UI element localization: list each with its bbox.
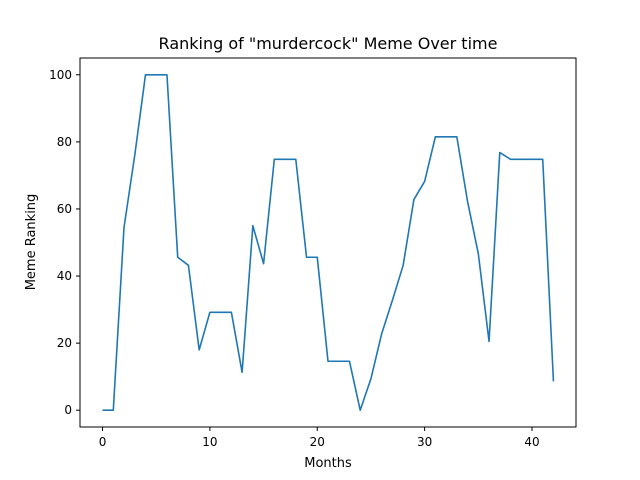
plot-area-frame: [79, 57, 577, 428]
y-tick-label: 0: [64, 403, 72, 417]
series-layer: [102, 73, 555, 412]
x-axis: 0 10 20 30 40: [99, 427, 540, 449]
x-tick-label: 10: [202, 435, 217, 449]
x-axis-label: Months: [304, 456, 352, 471]
y-tick-label: 20: [57, 336, 72, 350]
x-tick-label: 0: [99, 435, 107, 449]
chart-title: Ranking of "murdercock" Meme Over time: [159, 34, 498, 53]
y-tick-label: 80: [57, 135, 72, 149]
y-tick-label: 100: [49, 68, 72, 82]
x-tick-label: 30: [417, 435, 432, 449]
y-axis-label: Meme Ranking: [24, 194, 39, 291]
series-line: [102, 73, 555, 412]
y-tick-label: 60: [57, 202, 72, 216]
x-tick-label: 40: [524, 435, 539, 449]
x-tick-label: 20: [310, 435, 325, 449]
y-tick-label: 40: [57, 269, 72, 283]
y-axis: 0 20 40 60 80 100: [49, 68, 80, 417]
